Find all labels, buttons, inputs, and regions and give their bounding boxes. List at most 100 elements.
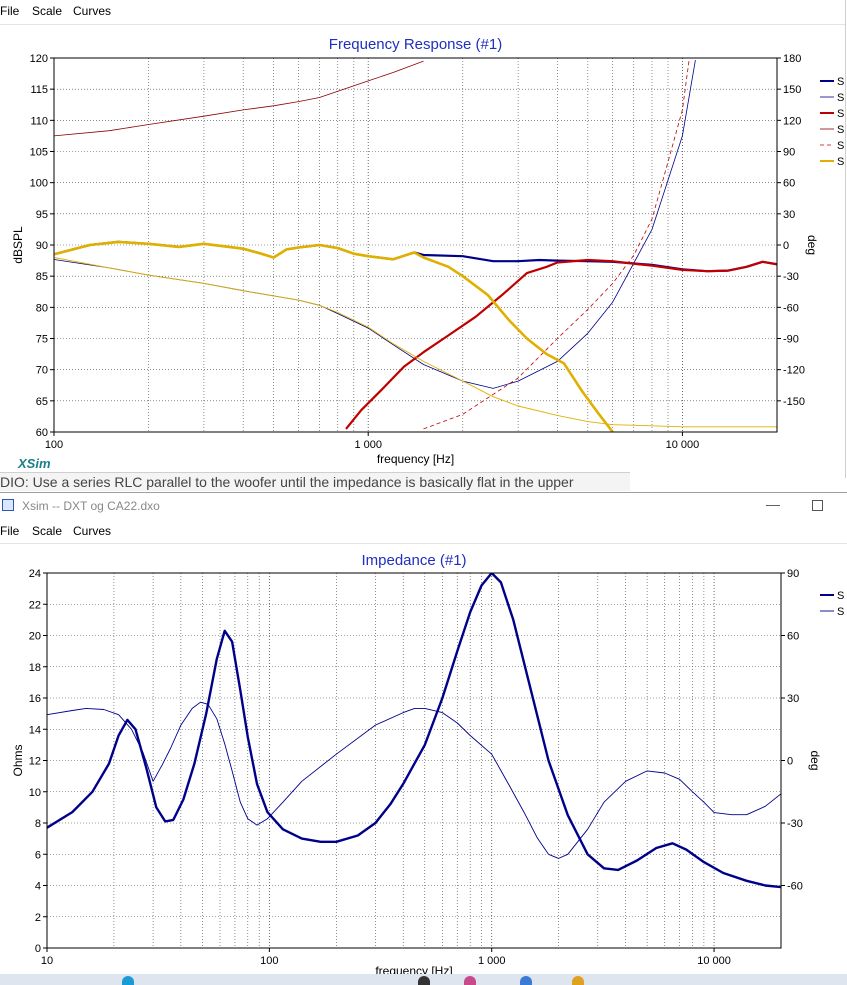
y-tick-label: 20 <box>29 631 41 643</box>
y-tick-label: 8 <box>35 818 41 830</box>
taskbar <box>0 974 847 985</box>
legend-label: S <box>837 76 844 88</box>
y-tick-label: 16 <box>29 693 41 705</box>
taskbar-icon[interactable] <box>122 976 134 985</box>
frequency-response-window: File Scale Curves Frequency Response (#1… <box>0 0 847 478</box>
window-title: Xsim -- DXT og CA22.dxo <box>22 499 160 513</box>
menu-file[interactable]: File <box>0 4 20 18</box>
chart-title: Impedance (#1) <box>361 552 466 569</box>
series-line-5 <box>423 60 690 430</box>
taskbar-icon[interactable] <box>572 976 584 985</box>
x-tick-label: 100 <box>260 955 278 967</box>
y-tick-label: 70 <box>36 365 48 377</box>
legend-label: S <box>837 156 844 168</box>
menu-scale[interactable]: Scale <box>32 4 63 18</box>
x-axis-label: frequency [Hz] <box>377 452 454 466</box>
y-tick-label: 24 <box>29 568 41 580</box>
y2-tick-label: -90 <box>783 334 799 346</box>
x-tick-label: 10 <box>41 955 53 967</box>
y-tick-label: 4 <box>35 881 41 893</box>
y-tick-label: 90 <box>36 240 48 252</box>
menu-curves[interactable]: Curves <box>73 4 112 18</box>
y-tick-label: 22 <box>29 599 41 611</box>
y-axis-label: Ohms <box>11 744 25 776</box>
y-tick-label: 18 <box>29 662 41 674</box>
y2-tick-label: 60 <box>783 178 795 190</box>
y2-tick-label: 0 <box>783 240 789 252</box>
y-tick-label: 60 <box>36 427 48 439</box>
y2-tick-label: 60 <box>787 631 799 643</box>
y-tick-label: 115 <box>30 84 48 96</box>
legend-label: S <box>837 590 844 602</box>
y2-tick-label: 30 <box>783 209 795 221</box>
y-tick-label: 65 <box>36 396 48 408</box>
series-line-3 <box>345 258 777 430</box>
y-axis-label: dBSPL <box>11 226 25 264</box>
app-icon <box>2 499 14 511</box>
window-right-border <box>845 0 847 478</box>
document-line: DIO: Use a series RLC parallel to the wo… <box>0 474 574 490</box>
taskbar-icon[interactable] <box>464 976 476 985</box>
y-tick-label: 0 <box>35 943 41 955</box>
y-tick-label: 100 <box>30 178 48 190</box>
menu-file[interactable]: File <box>0 524 20 538</box>
menu-scale[interactable]: Scale <box>32 524 63 538</box>
maximize-button[interactable] <box>812 500 823 511</box>
y2-tick-label: -60 <box>783 302 799 314</box>
plot-frame <box>53 57 778 433</box>
legend-label: S <box>837 140 844 152</box>
y-tick-label: 110 <box>30 115 48 127</box>
y2-tick-label: 90 <box>783 147 795 159</box>
y-tick-label: 14 <box>29 724 41 736</box>
menu-bar: File Scale Curves <box>0 0 847 22</box>
x-axis-label: frequency [Hz] <box>375 964 452 976</box>
menu-separator <box>0 24 847 25</box>
impedance-window-titlebar[interactable]: Xsim -- DXT og CA22.dxo — <box>0 492 847 521</box>
plot-frame <box>46 572 782 949</box>
x-tick-label: 100 <box>45 439 63 451</box>
legend-label: S <box>837 108 844 120</box>
impedance-chart[interactable]: Impedance (#1)024681012141618202224-60-3… <box>0 544 847 976</box>
y2-axis-label: deg <box>808 750 822 770</box>
background-document-text: DIO: Use a series RLC parallel to the wo… <box>0 472 630 491</box>
legend-label: S <box>837 124 844 136</box>
y-tick-label: 10 <box>29 787 41 799</box>
series-line-6 <box>54 240 614 432</box>
menu-curves[interactable]: Curves <box>73 524 112 538</box>
frequency-response-chart[interactable]: Frequency Response (#1) 60 65 70 75 80 85 90 95 1… <box>0 28 845 472</box>
taskbar-icon[interactable] <box>418 976 430 985</box>
series-line-2 <box>54 60 696 389</box>
y2-tick-label: 0 <box>787 756 793 768</box>
y-tick-label: 12 <box>29 756 41 768</box>
y-tick-label: 80 <box>36 302 48 314</box>
x-tick-label: 10 000 <box>666 439 700 451</box>
x-tick-label: 10 000 <box>697 955 731 967</box>
y2-tick-label: 150 <box>783 84 801 96</box>
y2-tick-label: -120 <box>783 365 805 377</box>
x-tick-label: 1 000 <box>354 439 382 451</box>
y2-tick-label: -60 <box>787 881 803 893</box>
y2-tick-label: -30 <box>783 271 799 283</box>
y2-tick-label: 30 <box>787 693 799 705</box>
y-tick-label: 2 <box>35 912 41 924</box>
y-tick-label: 85 <box>36 271 48 283</box>
xsim-logo: XSim <box>17 456 51 471</box>
y2-tick-label: 180 <box>783 53 801 65</box>
x-tick-label: 1 000 <box>478 955 506 967</box>
menu-separator <box>0 543 847 544</box>
y-tick-label: 6 <box>35 849 41 861</box>
y-tick-label: 120 <box>30 53 48 65</box>
menu-bar: File Scale Curves <box>0 520 847 542</box>
minimize-button[interactable]: — <box>766 496 780 512</box>
series-line-7 <box>54 257 777 428</box>
y-tick-label: 105 <box>30 147 48 159</box>
y2-tick-label: -30 <box>787 818 803 830</box>
taskbar-icon[interactable] <box>520 976 532 985</box>
y-tick-label: 95 <box>36 209 48 221</box>
impedance-window: File Scale Curves Impedance (#1) 0 2 4 6 8 10 1… <box>0 520 847 976</box>
series-line-1 <box>47 573 781 889</box>
y2-tick-label: 120 <box>783 115 801 127</box>
y2-tick-label: 90 <box>787 568 799 580</box>
series-line-4 <box>54 60 424 137</box>
legend-label: S <box>837 606 844 618</box>
